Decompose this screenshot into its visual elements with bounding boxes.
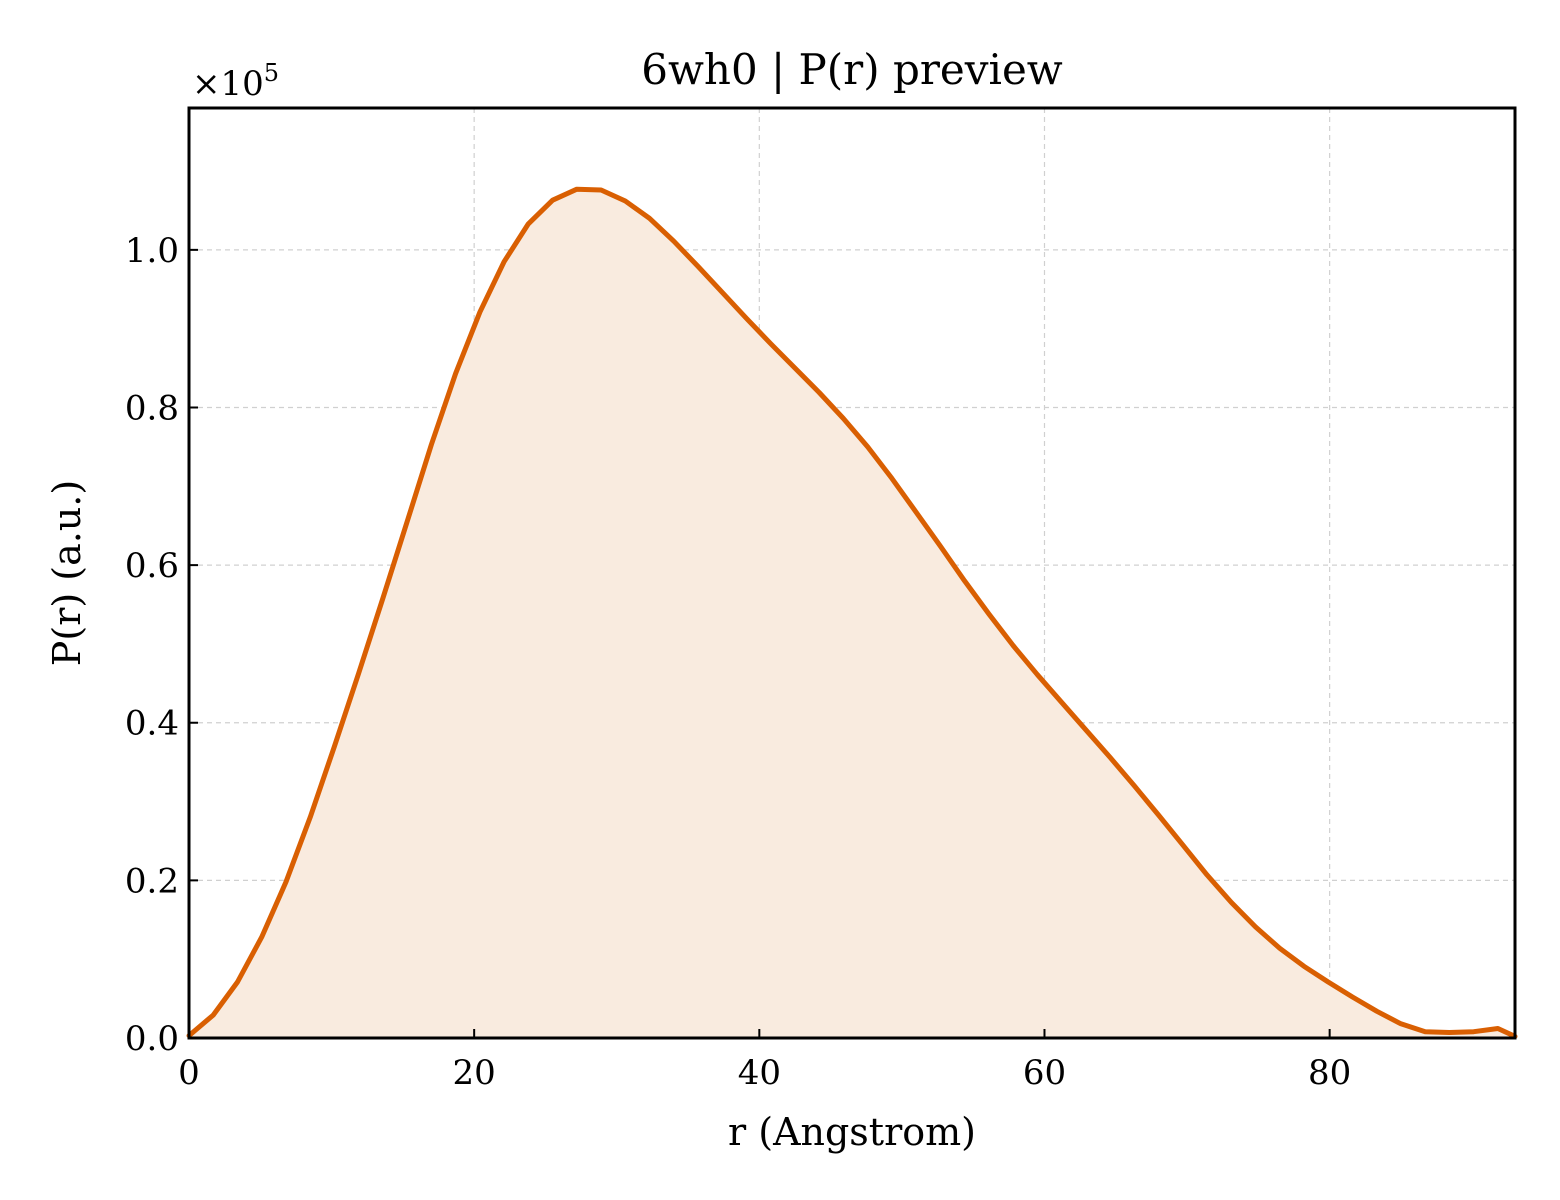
y-axis-label: P(r) (a.u.) [45, 480, 89, 666]
y-tick-label-2: 0.4 [125, 704, 179, 744]
x-tick-label-3: 60 [1023, 1053, 1066, 1093]
y-tick-label-0: 0.0 [125, 1019, 179, 1059]
y-tick-label-3: 0.6 [125, 546, 179, 586]
area-layer [186, 186, 1518, 1039]
x-tick-label-1: 20 [453, 1053, 496, 1093]
y-tick-label-5: 1.0 [125, 231, 179, 271]
y-multiplier-exponent: 5 [264, 59, 279, 87]
x-tick-label-2: 40 [738, 1053, 781, 1093]
x-tick-label-4: 80 [1308, 1053, 1351, 1093]
y-tick-label-4: 0.8 [125, 388, 179, 428]
plot-frame [187, 106, 1517, 1040]
y-multiplier-label: ×105 [192, 59, 279, 104]
x-axis-label: r (Angstrom) [728, 1110, 976, 1154]
pr-area-fill [189, 189, 1515, 1038]
pr-series-line [186, 186, 1518, 1039]
ticks: 0 20 40 60 80 0.0 0.2 0.4 0.6 0.8 1.0 [125, 231, 1351, 1093]
chart-title: 6wh0 | P(r) preview [641, 45, 1063, 94]
y-tick-label-1: 0.2 [125, 861, 179, 901]
y-multiplier-base: ×10 [192, 64, 264, 104]
x-tick-label-0: 0 [178, 1053, 200, 1093]
